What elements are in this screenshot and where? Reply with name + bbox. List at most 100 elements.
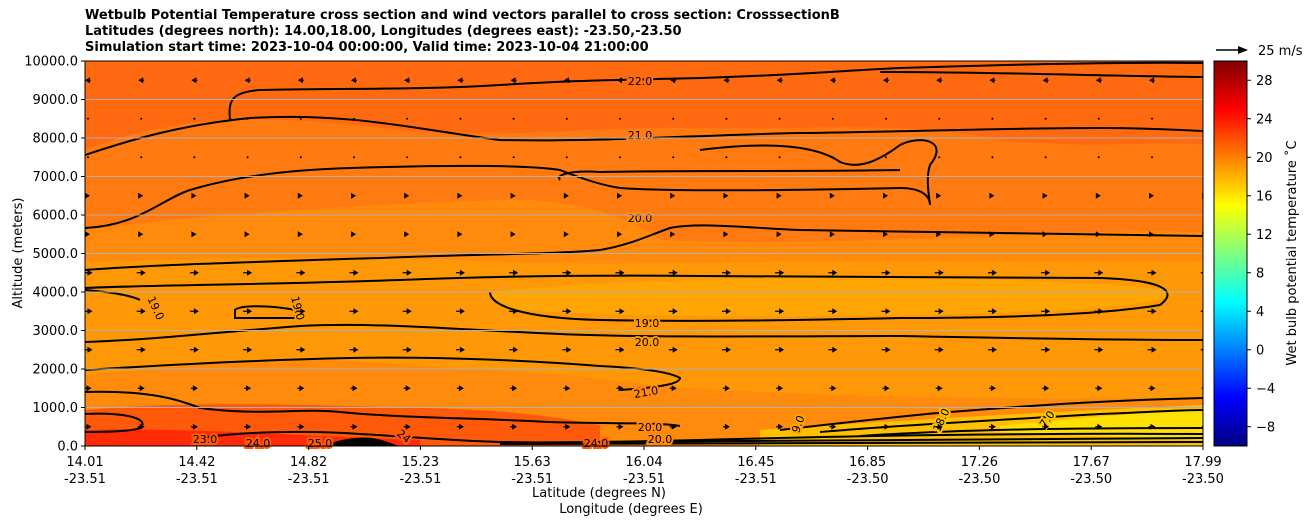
contour-21-lowest: [85, 390, 681, 427]
wind-vector: [459, 117, 462, 120]
wind-vector: [991, 308, 997, 315]
wind-vector: [85, 77, 90, 84]
y-tick-label: 2000.0: [33, 363, 79, 378]
wind-vector: [1044, 156, 1047, 159]
terrain-bump: [320, 437, 400, 446]
contour-21-low: [85, 356, 682, 391]
title-line-3: Simulation start time: 2023-10-04 00:00:…: [85, 40, 649, 55]
wind-vector: [140, 308, 146, 315]
wind-vector: [990, 423, 996, 430]
wind-vector: [299, 385, 305, 392]
wind-vector: [991, 269, 997, 276]
wind-vector: [672, 346, 678, 353]
wind-vector: [778, 423, 784, 430]
colorbar-tick-label: −8: [1256, 420, 1275, 435]
y-tick-label: 9000.0: [33, 93, 79, 108]
wind-vector: [297, 231, 303, 238]
wind-vector: [829, 231, 835, 238]
wind-vector: [140, 346, 146, 353]
wind-vector: [778, 385, 784, 392]
wind-vector: [352, 385, 358, 392]
wind-vector: [563, 77, 569, 84]
wind-vector: [86, 423, 92, 430]
wind-vector: [619, 346, 625, 353]
x-tick-label-lat: 14.82: [290, 455, 327, 470]
wind-vector: [565, 156, 568, 159]
wind-vector: [566, 308, 572, 315]
wind-vector: [779, 308, 785, 315]
x-tick-label-lat: 16.85: [849, 455, 886, 470]
contour-label: 20.0: [635, 336, 660, 349]
wind-vector: [991, 346, 997, 353]
wind-vector: [297, 77, 303, 84]
wind-vector: [671, 423, 677, 430]
wind-vector: [1044, 423, 1050, 430]
contour-label: 25.0: [308, 437, 333, 450]
contour-label: 20.0: [638, 421, 663, 434]
wind-vector: [1151, 117, 1153, 120]
contour-label: 23.0: [193, 433, 218, 446]
quiver-key: 25 m/s: [1216, 44, 1303, 59]
y-tick-label: 8000.0: [33, 132, 79, 147]
wind-vector: [1044, 385, 1050, 392]
y-tick-label: 10000.0: [24, 55, 78, 70]
wind-vector: [140, 117, 143, 120]
wind-vector: [619, 156, 621, 159]
wind-vector: [193, 156, 196, 159]
wind-vector: [563, 231, 569, 238]
wind-vector: [1042, 192, 1048, 199]
wind-vector: [458, 385, 464, 392]
x-tick-label-lon: -23.50: [1182, 472, 1224, 487]
wind-vector: [191, 77, 197, 84]
colorbar-tick-label: 4: [1256, 305, 1264, 320]
wind-vector: [672, 269, 678, 276]
wind-vector: [87, 269, 93, 276]
grid-lines: [85, 99, 1203, 408]
wind-vector: [513, 269, 519, 276]
wind-vector: [723, 231, 729, 238]
quiver-key-arrowhead: [1238, 46, 1248, 54]
wind-vector: [406, 269, 412, 276]
wind-vector: [1042, 231, 1048, 238]
wind-vector: [458, 423, 464, 430]
wind-vector: [937, 385, 943, 392]
wind-vector: [725, 308, 731, 315]
wind-vector: [1205, 308, 1210, 314]
wind-vector: [829, 192, 835, 199]
wind-vector: [510, 192, 516, 199]
field-band-north-yellow2: [1000, 410, 1203, 440]
wind-vector: [1098, 269, 1104, 276]
wind-vector: [991, 156, 994, 159]
contour-label: 24.0: [246, 437, 271, 450]
wind-vector: [938, 117, 941, 120]
wind-vector: [937, 423, 943, 430]
wind-vector: [1045, 269, 1051, 276]
wind-vector: [404, 231, 410, 238]
title-line-2: Latitudes (degrees north): 14.00,18.00, …: [85, 24, 682, 39]
wind-vector: [139, 385, 145, 392]
x-tick-label-lon: -23.51: [623, 472, 665, 487]
wind-vector: [936, 231, 942, 238]
wind-vector: [617, 192, 622, 199]
wind-vector: [459, 269, 465, 276]
wind-vector: [191, 231, 197, 238]
y-tick-label: 0.0: [57, 440, 78, 455]
wind-vector: [406, 117, 409, 120]
wind-vector: [138, 231, 144, 238]
wind-vector: [885, 156, 887, 159]
wind-vector: [990, 385, 996, 392]
wind-vector: [510, 231, 516, 238]
wind-vector: [1151, 346, 1157, 353]
wind-vector: [192, 385, 198, 392]
contour-north-3: [859, 427, 1203, 437]
y-tick-label: 7000.0: [33, 170, 79, 185]
wind-vector: [725, 346, 731, 353]
wind-vector: [299, 423, 305, 430]
wind-vector: [1149, 77, 1154, 84]
wind-vector: [1205, 270, 1210, 276]
wind-vector: [1095, 77, 1101, 84]
wind-vector: [247, 346, 253, 353]
wind-vectors: [85, 77, 1210, 430]
colorbar-tick-label: 8: [1256, 266, 1264, 281]
